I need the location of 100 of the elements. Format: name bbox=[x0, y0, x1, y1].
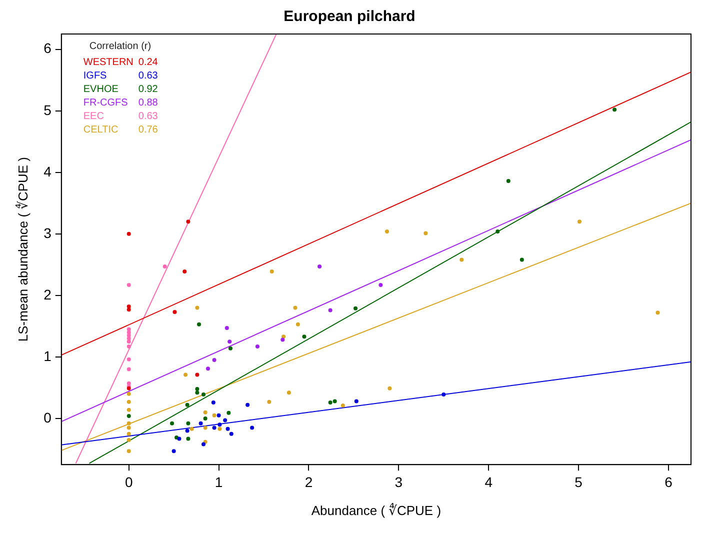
point bbox=[126, 392, 131, 396]
point bbox=[212, 426, 216, 430]
x-tick-label: 3 bbox=[394, 474, 403, 490]
text: EVHOE bbox=[83, 84, 119, 95]
point bbox=[218, 422, 222, 427]
y-tick-label: 1 bbox=[44, 348, 52, 364]
point bbox=[126, 308, 131, 312]
legend-title: Correlation (r) bbox=[89, 40, 152, 52]
point bbox=[328, 308, 332, 312]
text: WESTERN bbox=[83, 56, 134, 68]
point bbox=[506, 179, 510, 184]
point bbox=[126, 414, 131, 418]
point bbox=[216, 413, 221, 418]
point bbox=[577, 220, 582, 224]
point bbox=[211, 400, 216, 404]
point bbox=[226, 410, 231, 415]
x-tick-label: 2 bbox=[304, 474, 313, 490]
point bbox=[223, 418, 228, 422]
point bbox=[184, 372, 188, 377]
point bbox=[202, 392, 206, 396]
point bbox=[172, 449, 176, 454]
point bbox=[328, 400, 332, 404]
point bbox=[126, 432, 131, 436]
point bbox=[126, 408, 131, 412]
point bbox=[354, 399, 358, 404]
point bbox=[182, 269, 187, 274]
point bbox=[354, 306, 358, 310]
point bbox=[267, 400, 272, 404]
point bbox=[388, 386, 392, 390]
y-tick-label: 0 bbox=[44, 409, 52, 426]
point bbox=[378, 282, 383, 287]
point bbox=[228, 346, 232, 350]
point bbox=[250, 426, 254, 430]
point bbox=[195, 390, 200, 395]
point bbox=[280, 338, 285, 342]
point bbox=[460, 258, 464, 262]
point bbox=[195, 306, 200, 310]
annotation: 0.24 bbox=[138, 56, 158, 68]
x-tick-label: 0 bbox=[124, 474, 133, 490]
point bbox=[126, 344, 131, 348]
point bbox=[126, 232, 131, 236]
point bbox=[126, 400, 131, 404]
point bbox=[296, 322, 300, 326]
point bbox=[195, 372, 200, 377]
chart-title: European pilchard bbox=[284, 8, 416, 26]
point bbox=[198, 421, 203, 426]
point bbox=[195, 386, 200, 391]
text: EEC bbox=[83, 110, 104, 122]
point bbox=[424, 231, 428, 236]
point bbox=[185, 402, 190, 407]
point bbox=[224, 326, 229, 330]
point bbox=[212, 358, 216, 362]
point bbox=[218, 426, 222, 431]
point bbox=[656, 310, 660, 315]
point bbox=[126, 438, 131, 442]
x-tick-label: 4 bbox=[484, 474, 493, 490]
point bbox=[126, 340, 131, 344]
point bbox=[246, 402, 250, 407]
point bbox=[186, 436, 190, 441]
y-tick-label: 2 bbox=[44, 286, 52, 302]
point bbox=[206, 366, 210, 371]
point bbox=[177, 436, 182, 441]
point bbox=[202, 442, 206, 446]
point bbox=[270, 269, 274, 274]
point bbox=[255, 344, 260, 348]
point bbox=[203, 410, 208, 414]
point bbox=[126, 449, 131, 454]
point bbox=[286, 390, 291, 395]
point bbox=[442, 392, 446, 396]
annotation: 0.88 bbox=[138, 97, 158, 108]
point bbox=[186, 421, 190, 426]
point bbox=[186, 220, 190, 224]
point bbox=[126, 426, 131, 430]
point bbox=[126, 282, 131, 287]
point bbox=[212, 413, 216, 418]
y-tick-label: 6 bbox=[44, 40, 52, 56]
point bbox=[126, 357, 131, 362]
point bbox=[170, 421, 174, 426]
text: FR-CGFS bbox=[83, 97, 128, 108]
annotation: 0.63 bbox=[138, 110, 158, 122]
annotation: 0.76 bbox=[138, 124, 158, 136]
point bbox=[203, 416, 208, 420]
point bbox=[162, 264, 167, 269]
point bbox=[384, 229, 389, 234]
point bbox=[190, 426, 194, 431]
text: CELTIC bbox=[83, 124, 118, 136]
annotation: 0.63 bbox=[138, 70, 158, 82]
y-tick-label: 5 bbox=[44, 102, 52, 118]
point bbox=[340, 404, 345, 408]
point bbox=[302, 334, 306, 339]
y-tick-label: 4 bbox=[44, 163, 52, 180]
point bbox=[126, 367, 131, 372]
point bbox=[496, 229, 500, 234]
point bbox=[229, 432, 234, 436]
x-tick-label: 1 bbox=[214, 474, 223, 490]
point bbox=[126, 421, 131, 426]
point bbox=[318, 264, 322, 269]
point bbox=[172, 310, 177, 314]
point bbox=[282, 334, 286, 339]
point bbox=[332, 399, 337, 404]
